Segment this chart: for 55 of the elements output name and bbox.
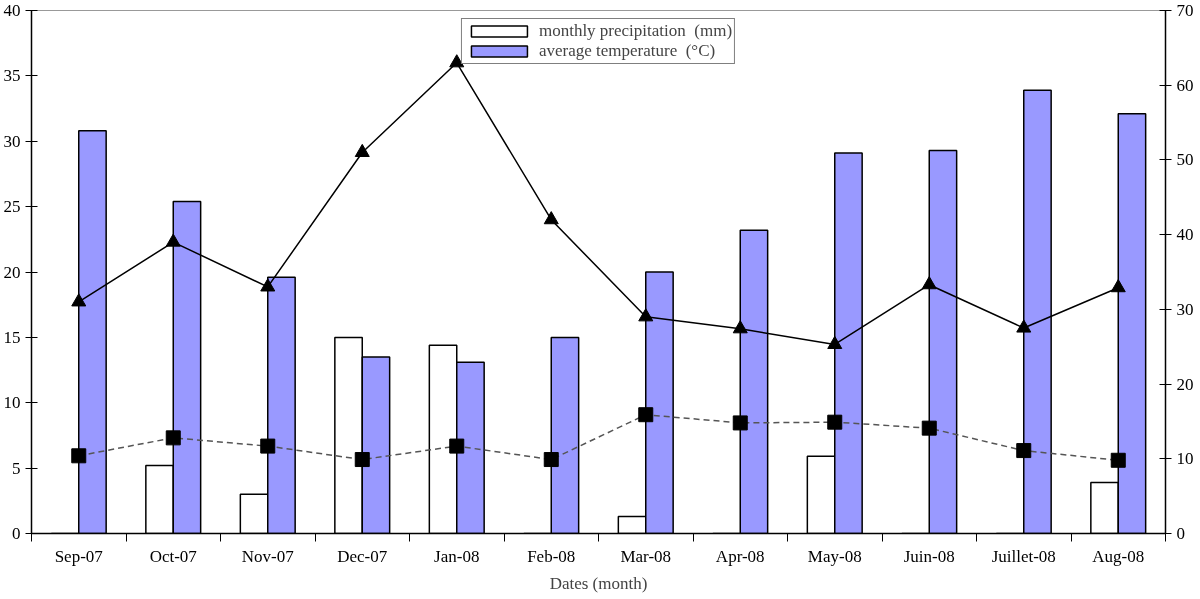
point bbox=[165, 430, 181, 446]
y2-tick-label: 50 bbox=[1176, 150, 1194, 170]
y-tick-label: 30 bbox=[3, 131, 21, 151]
point bbox=[260, 438, 276, 454]
point bbox=[260, 278, 276, 292]
point bbox=[638, 407, 654, 423]
point bbox=[71, 448, 87, 464]
point bbox=[921, 276, 937, 290]
point bbox=[1110, 452, 1126, 468]
point bbox=[1110, 279, 1126, 293]
y2-tick-label: 70 bbox=[1176, 1, 1194, 20]
point bbox=[921, 420, 937, 436]
point bbox=[638, 308, 654, 322]
point bbox=[1016, 443, 1032, 459]
y2-tick-label: 30 bbox=[1176, 299, 1194, 319]
y-tick-label: 40 bbox=[3, 1, 21, 20]
point bbox=[165, 233, 181, 247]
point bbox=[543, 452, 559, 468]
point bbox=[732, 415, 748, 431]
legend-label: monthly precipitation (mm) bbox=[538, 21, 733, 41]
point bbox=[71, 293, 87, 307]
point bbox=[354, 452, 370, 468]
x-tick-label: Aug-08 bbox=[1092, 546, 1145, 566]
y2-tick-label: 0 bbox=[1176, 524, 1185, 543]
y2-tick-label: 40 bbox=[1176, 225, 1194, 245]
y2-tick-label: 20 bbox=[1176, 374, 1194, 394]
point bbox=[1016, 319, 1032, 333]
y-tick-label: 15 bbox=[3, 327, 21, 347]
y2-tick-label: 10 bbox=[1176, 449, 1194, 469]
x-tick-label: Juillet-08 bbox=[991, 546, 1056, 566]
y-tick-label: 0 bbox=[12, 524, 21, 543]
point bbox=[449, 438, 465, 454]
y2-tick-label: 60 bbox=[1176, 75, 1194, 95]
legend-label: average temperature (°C) bbox=[538, 41, 716, 61]
x-tick-label: Oct-07 bbox=[149, 546, 198, 566]
x-tick-label: May-08 bbox=[807, 546, 862, 566]
x-tick-label: Feb-08 bbox=[527, 546, 576, 566]
point bbox=[354, 143, 370, 157]
point bbox=[732, 320, 748, 334]
y-tick-label: 10 bbox=[3, 393, 21, 413]
x-tick-label: Dec-07 bbox=[337, 546, 388, 566]
point bbox=[543, 211, 559, 225]
x-tick-label: Juin-08 bbox=[903, 546, 955, 566]
x-tick-label: Apr-08 bbox=[715, 546, 765, 566]
y-tick-label: 25 bbox=[3, 197, 21, 217]
x-tick-label: Nov-07 bbox=[241, 546, 295, 566]
point bbox=[827, 414, 843, 430]
y-tick-label: 20 bbox=[3, 262, 21, 282]
x-axis-title: Dates (month) bbox=[549, 573, 648, 593]
y-tick-label: 35 bbox=[3, 66, 21, 86]
x-tick-label: Mar-08 bbox=[620, 546, 672, 566]
x-tick-label: Jan-08 bbox=[434, 546, 480, 566]
y-tick-label: 5 bbox=[12, 458, 21, 478]
point bbox=[827, 335, 843, 350]
x-tick-label: Sep-07 bbox=[54, 546, 104, 566]
